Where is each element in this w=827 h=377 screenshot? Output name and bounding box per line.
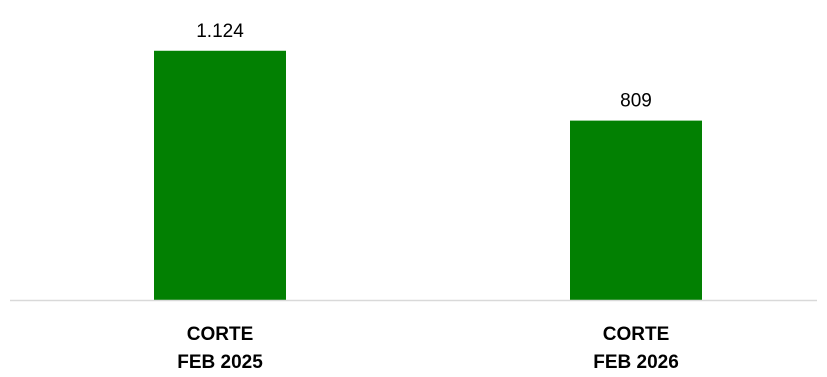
value-label-1: 1.124 <box>196 21 244 42</box>
category-label-1-line-2: FEB 2025 <box>177 352 263 373</box>
bars-layer <box>154 50 702 301</box>
category-label-1-line-1: CORTE <box>187 324 254 345</box>
bar-1 <box>154 50 286 301</box>
bar-2 <box>570 120 702 301</box>
value-label-2: 809 <box>620 91 652 112</box>
category-label-2-line-1: CORTE <box>603 324 670 345</box>
category-label-2-line-2: FEB 2026 <box>593 352 679 373</box>
value-labels-layer: 1.124 809 <box>196 21 652 112</box>
category-labels-layer: CORTE FEB 2025 CORTE FEB 2026 <box>177 324 679 373</box>
